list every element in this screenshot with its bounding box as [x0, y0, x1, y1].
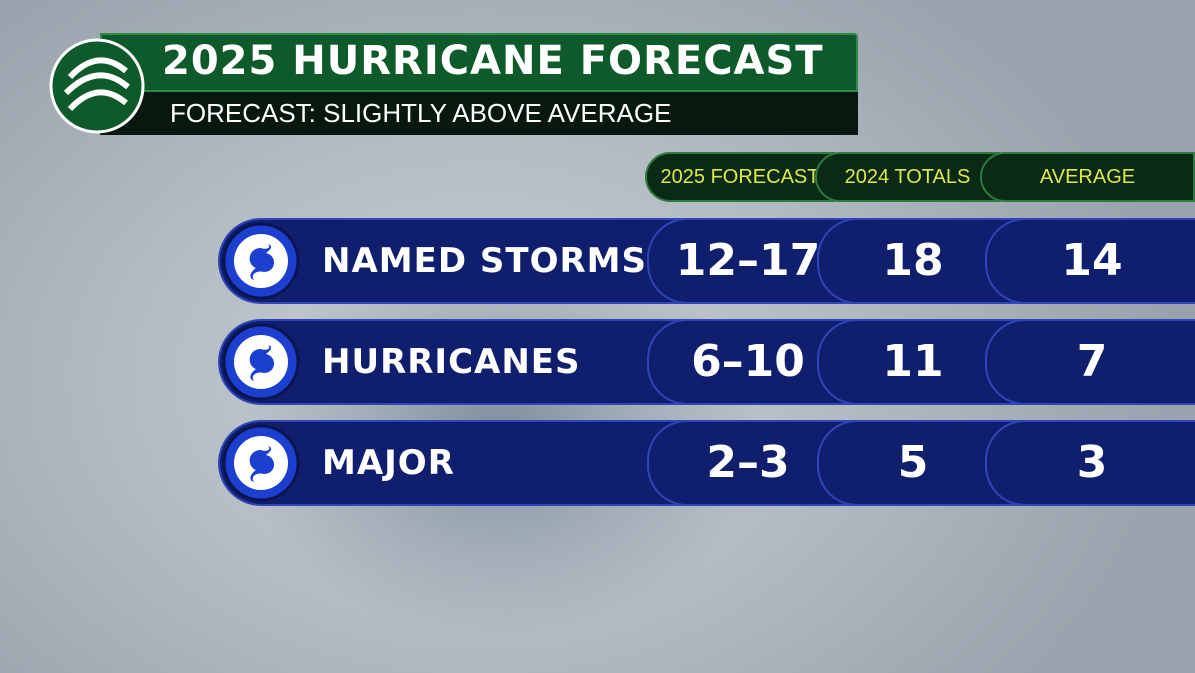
value-cell: 2–3	[647, 420, 847, 506]
title-bar	[100, 33, 858, 92]
subtitle: FORECAST: SLIGHTLY ABOVE AVERAGE	[170, 98, 672, 128]
value-cell: 5	[817, 420, 1007, 506]
value-cell: 11	[817, 319, 1007, 405]
storm-icon	[220, 422, 302, 508]
table-row: HURRICANES 6–10 11 7	[218, 319, 1195, 405]
column-header: 2025 FORECAST	[645, 152, 835, 202]
row-label: HURRICANES	[322, 342, 581, 382]
row-label: MAJOR	[322, 443, 455, 483]
value-cell: 7	[985, 319, 1195, 405]
storm-icon-graphic	[222, 323, 300, 401]
column-header: 2024 TOTALS	[815, 152, 1000, 202]
subtitle-bar	[100, 92, 858, 135]
column-header: AVERAGE	[980, 152, 1195, 202]
value-cell: 18	[817, 218, 1007, 304]
logo	[49, 38, 145, 134]
value-cell: 14	[985, 218, 1195, 304]
row-label: NAMED STORMS	[322, 241, 647, 281]
table-row: NAMED STORMS 12–17 18 14	[218, 218, 1195, 304]
storm-icon	[220, 321, 302, 407]
storm-icon-graphic	[222, 424, 300, 502]
value-cell: 3	[985, 420, 1195, 506]
table-row: MAJOR 2–3 5 3	[218, 420, 1195, 506]
value-cell: 12–17	[647, 218, 847, 304]
storm-icon-graphic	[222, 222, 300, 300]
title: 2025 HURRICANE FORECAST	[162, 38, 824, 84]
storm-icon	[220, 220, 302, 306]
value-cell: 6–10	[647, 319, 847, 405]
